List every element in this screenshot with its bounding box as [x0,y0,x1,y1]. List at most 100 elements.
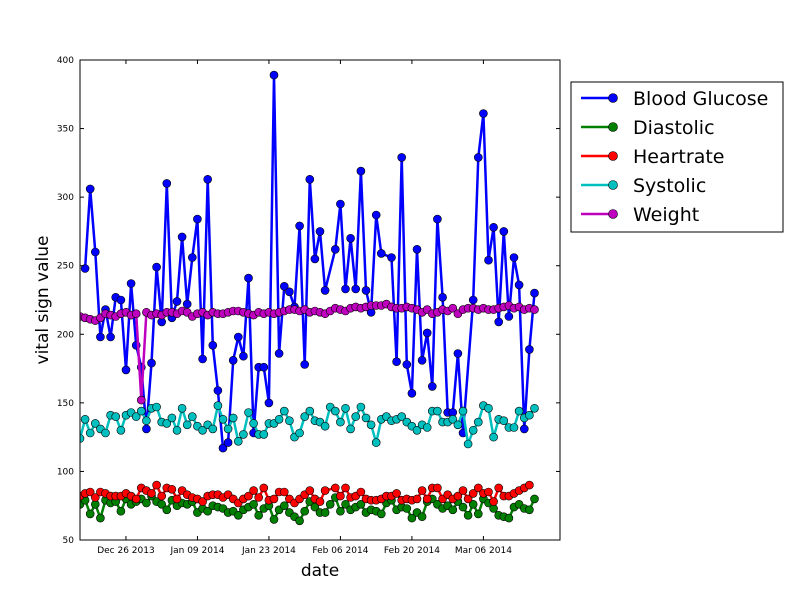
data-point-diastolic [300,506,310,516]
data-point-blood-glucose [198,354,207,364]
data-point-blood-glucose [269,70,279,80]
y-axis: 50 100 150 200 250 300 350 400 [57,56,560,546]
x-tick-label: Feb 20 2014 [384,546,440,556]
data-point-diastolic [407,513,417,523]
data-point-diastolic [473,509,483,519]
data-point-diastolic [320,508,330,517]
series-heartrate [80,480,534,508]
data-point-systolic [116,425,126,435]
data-point-systolic [514,406,524,416]
data-point-heartrate [468,489,478,498]
data-point-blood-glucose [525,345,534,354]
data-point-blood-glucose [147,358,156,368]
data-point-blood-glucose [96,332,105,342]
data-point-systolic [279,406,289,416]
data-point-systolic [356,402,366,412]
data-point-systolic [111,412,120,421]
data-point-systolic [172,425,182,435]
data-point-diastolic [254,510,264,520]
data-point-systolic [167,413,177,423]
data-point-systolic [234,436,243,446]
x-tick-label: Feb 06 2014 [312,546,368,556]
data-point-systolic [182,420,192,430]
data-point-blood-glucose [417,355,427,365]
data-point-heartrate [198,497,207,506]
data-point-heartrate [392,489,401,498]
y-tick-label: 50 [63,536,75,546]
data-point-blood-glucose [376,249,386,258]
data-point-heartrate [473,483,483,493]
data-point-systolic [336,417,345,427]
data-point-systolic [101,428,110,438]
data-point-blood-glucose [519,424,529,434]
data-point-blood-glucose [172,297,182,306]
y-tick-label: 300 [57,193,74,203]
data-point-blood-glucose [152,262,161,272]
data-point-blood-glucose [494,317,504,327]
data-point-systolic [366,420,376,430]
data-point-diastolic [530,494,539,504]
legend-entry-diastolic: Diastolic [581,117,715,139]
legend-entry-weight: Weight [581,204,699,226]
data-point-heartrate [417,486,427,495]
data-point-diastolic [402,504,412,513]
series-line-blood-glucose [83,73,536,450]
data-point-heartrate [330,483,340,493]
data-point-diastolic [525,505,534,515]
data-point-systolic [285,416,294,426]
data-point-blood-glucose [453,349,463,358]
data-point-systolic [453,420,463,430]
data-point-systolic [223,424,233,434]
legend-marker [608,151,618,161]
data-point-blood-glucose [142,424,151,434]
y-tick-label: 350 [57,125,74,135]
data-point-heartrate [422,494,432,504]
data-point-heartrate [279,487,289,497]
series-weight [80,299,539,405]
data-point-blood-glucose [274,349,284,358]
y-tick-label: 150 [57,399,74,409]
data-point-heartrate [131,494,141,504]
y-axis-label: vital sign value [33,236,53,365]
legend-label: Blood Glucose [633,88,768,110]
data-point-systolic [361,413,371,423]
data-point-blood-glucose [330,245,340,254]
data-point-blood-glucose [371,210,381,220]
data-point-systolic [341,403,350,413]
data-point-heartrate [453,491,463,501]
x-tick-label: Dec 26 2013 [97,546,155,556]
data-point-heartrate [336,491,345,501]
legend-label: Systolic [633,175,706,197]
data-point-diastolic [325,499,335,509]
data-point-systolic [509,423,519,432]
data-point-blood-glucose [85,184,95,194]
data-point-systolic [131,412,141,421]
data-point-systolic [499,416,509,426]
y-tick-label: 400 [57,56,74,66]
legend-marker [608,122,618,132]
data-point-blood-glucose [402,360,412,369]
data-point-heartrate [147,489,156,498]
y-tick-label: 250 [57,262,74,272]
data-point-blood-glucose [346,234,355,243]
legend: Blood Glucose Diastolic Heartrate Systolic W… [570,81,784,233]
data-point-diastolic [336,506,345,516]
data-point-blood-glucose [407,388,417,398]
data-point-systolic [198,425,207,435]
data-point-heartrate [91,493,100,502]
data-point-heartrate [320,486,330,495]
data-point-diastolic [341,499,350,509]
data-point-heartrate [85,487,95,497]
data-point-blood-glucose [397,153,407,162]
data-point-diastolic [448,505,458,515]
data-point-blood-glucose [177,232,187,242]
data-point-blood-glucose [228,355,238,365]
data-point-blood-glucose [361,286,371,295]
data-point-blood-glucose [336,199,345,209]
data-point-systolic [525,410,534,420]
data-point-blood-glucose [285,287,294,297]
data-point-systolic [489,432,498,442]
data-point-heartrate [305,486,315,495]
data-point-systolic [228,413,238,423]
data-point-heartrate [494,483,504,493]
